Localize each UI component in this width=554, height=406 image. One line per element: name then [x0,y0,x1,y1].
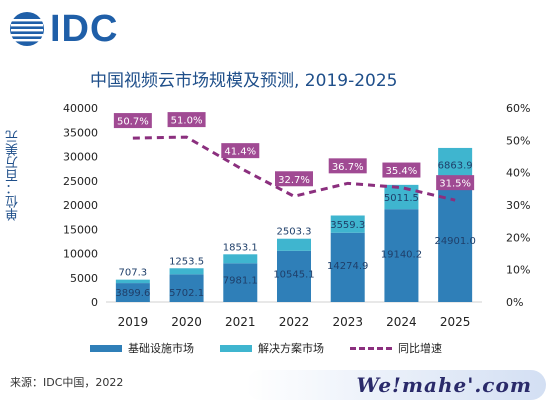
y2-tick-label: 50% [506,134,530,147]
x-tick-label: 2022 [279,315,310,329]
source-note: 来源：IDC中国，2022 [10,376,124,389]
y2-tick-label: 40% [506,167,530,180]
data-label-growth: 31.5% [439,179,471,190]
legend-item-solution: 解决方案市场 [220,340,324,356]
data-label-infra: 3899.6 [115,288,150,299]
growth-label-box [328,158,367,174]
bar-solution [277,238,311,251]
data-label-infra: 14274.9 [327,261,368,272]
legend-swatch-solution [220,344,252,352]
data-label-infra: 24901.0 [434,236,475,247]
x-tick-label: 2019 [118,315,149,329]
growth-label-box [382,162,421,178]
x-tick-label: 2020 [171,315,202,329]
data-label-growth: 51.0% [171,116,203,127]
y2-tick-label: 20% [506,231,530,244]
bar-infra [115,283,150,302]
y-tick-label: 30000 [63,151,98,164]
y-tick-label: 40000 [63,102,98,115]
y-tick-label: 20000 [63,199,98,212]
data-label-growth: 50.7% [117,117,149,128]
data-label-solution: 2503.3 [277,227,312,238]
data-label-solution: 6863.9 [438,161,473,172]
y-tick-label: 5000 [70,272,98,285]
watermark-text: We!mahe'.com [356,373,532,397]
y2-tick-label: 30% [506,199,530,212]
data-label-infra: 7981.1 [223,275,258,286]
chart-title: 中国视频云市场规模及预测, 2019-2025 [90,71,398,91]
legend-label-infra: 基础设施市场 [128,342,194,355]
data-label-solution: 1853.1 [223,242,258,253]
logo-text: IDC [50,8,119,50]
series-line-growth [132,135,456,202]
y2-tick-label: 60% [506,102,530,115]
legend: 基础设施市场 解决方案市场 同比增速 [90,340,468,356]
bar-infra [438,181,473,302]
legend-item-growth: 同比增速 [350,340,442,356]
growth-label-box [275,171,313,187]
growth-label-box [167,112,206,128]
y-tick-label: 35000 [63,126,98,139]
bar-solution [223,254,258,264]
watermark: We!mahe'.com [246,370,546,400]
x-tick-label: 2023 [332,315,363,329]
y-tick-label: 10000 [63,248,98,261]
y-tick-label: 0 [91,296,98,309]
idc-globe-icon [10,12,44,46]
data-label-solution: 3559.3 [330,220,365,231]
bar-infra [277,250,311,302]
x-tick-label: 2021 [225,315,256,329]
y-tick-label: 25000 [63,175,98,188]
legend-swatch-growth [350,346,392,350]
growth-label-box [436,175,475,191]
legend-label-solution: 解决方案市场 [258,342,324,355]
data-label-solution: 5011.5 [384,193,419,204]
idc-logo: IDC [8,10,118,48]
x-tick-label: 2024 [386,315,417,329]
growth-label-box [221,143,260,159]
data-label-solution: 707.3 [119,268,148,279]
data-label-growth: 36.7% [332,162,364,173]
data-label-growth: 41.4% [224,147,256,158]
bar-infra [384,209,419,302]
y2-tick-label: 0% [506,296,523,309]
legend-label-growth: 同比增速 [398,342,442,355]
data-label-growth: 32.7% [278,175,310,186]
data-label-infra: 19140.2 [381,249,422,260]
legend-swatch-infra [90,344,122,352]
y-tick-label: 15000 [63,223,98,236]
bar-infra [223,263,258,302]
data-label-infra: 5702.1 [169,288,204,299]
data-label-infra: 10545.1 [273,269,314,280]
data-label-solution: 1253.5 [169,256,204,267]
growth-label-box [113,113,152,129]
bar-solution [384,184,419,210]
bar-solution [115,279,150,284]
legend-item-infra: 基础设施市场 [90,340,194,356]
y2-tick-label: 10% [506,264,530,277]
x-tick-label: 2025 [440,315,471,329]
bar-solution [330,215,365,233]
bar-infra [330,232,365,302]
data-label-growth: 35.4% [386,166,418,177]
bar-infra [169,274,204,302]
bar-solution [169,268,204,275]
